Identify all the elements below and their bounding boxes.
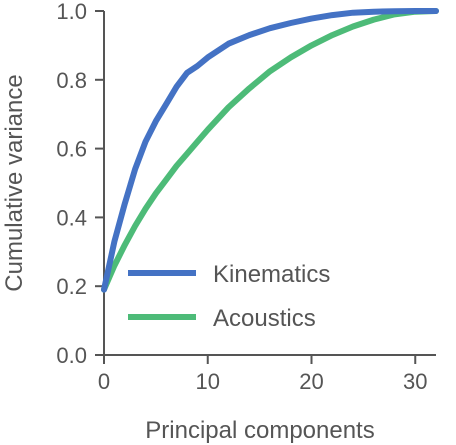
x-tick-label: 0 [98,369,110,394]
y-tick-label: 0.8 [56,68,87,93]
series-line-kinematics [101,8,439,293]
x-axis-title: Principal components [145,417,374,444]
ticks: 0.0 0.2 0.4 0.6 0.8 1.0 0 10 20 30 [56,0,427,394]
y-tick-label: 0.6 [56,137,87,162]
y-tick-label: 0.0 [56,343,87,368]
x-tick-label: 30 [403,369,427,394]
y-tick-label: 1.0 [56,0,87,24]
x-tick-label: 20 [299,369,323,394]
axes [103,11,436,356]
series-lines [101,8,439,293]
legend-label-acoustics: Acoustics [213,305,316,332]
y-tick-label: 0.2 [56,274,87,299]
series-line-acoustics [101,8,439,293]
y-axis-title: Cumulative variance [1,74,28,291]
x-tick-label: 10 [196,369,220,394]
legend: Kinematics Acoustics [128,261,330,332]
legend-label-kinematics: Kinematics [213,261,330,288]
y-tick-label: 0.4 [56,205,87,230]
